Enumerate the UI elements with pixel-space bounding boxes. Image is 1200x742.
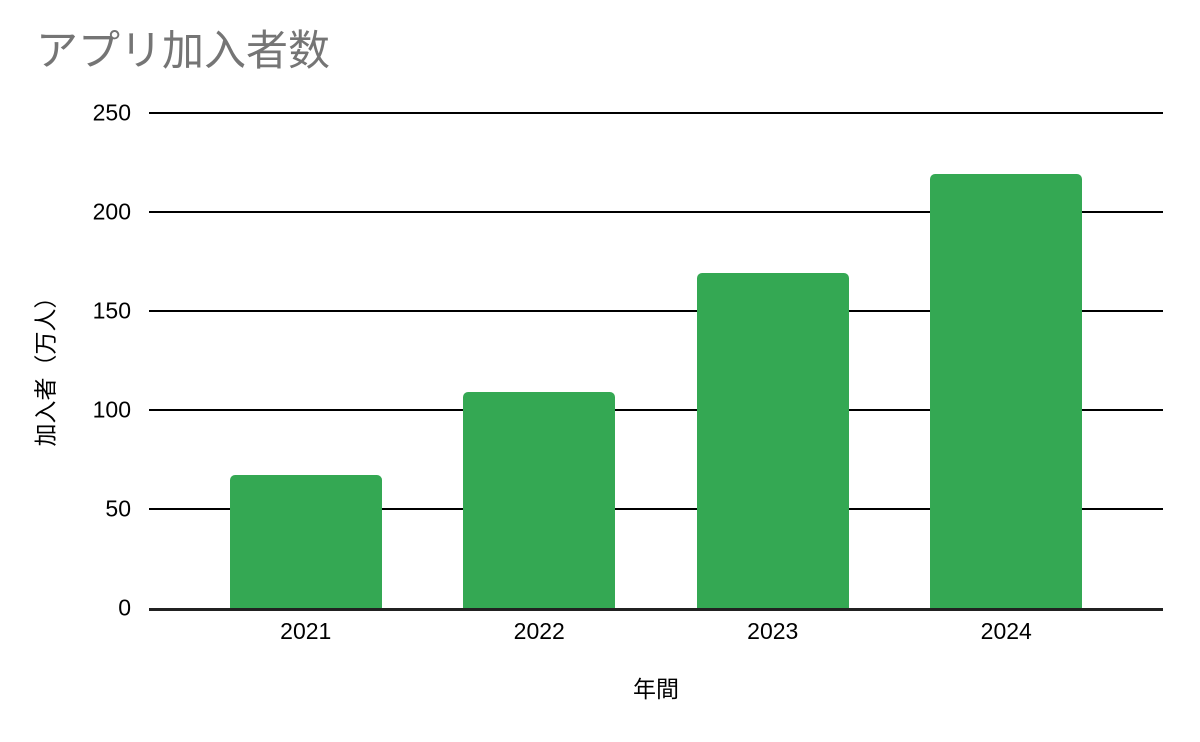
x-tick-label: 2023 [747,618,799,644]
bar-band [423,113,657,608]
bar-band [890,113,1124,608]
gridline [149,508,1163,510]
bars-row [189,113,1123,608]
gridline [149,112,1163,114]
bar-band [656,113,890,608]
x-tick-label: 2024 [980,618,1032,644]
bar-band [189,113,423,608]
bar-2021[interactable] [229,475,382,608]
gridline [149,211,1163,213]
chart-title: アプリ加入者数 [36,27,331,74]
x-tick-label: 2022 [513,618,565,644]
y-tick-label: 50 [105,495,131,522]
y-tick-label: 250 [92,99,131,126]
y-tick-label: 100 [92,396,131,423]
x-tick-label: 2021 [280,618,332,644]
plot-area [149,112,1163,611]
x-axis-tick-labels: 2021 2022 2023 2024 [189,620,1123,643]
y-tick-label: 0 [118,594,131,621]
y-tick-label: 200 [92,198,131,225]
y-tick-label: 150 [92,297,131,324]
bar-2024[interactable] [930,174,1083,608]
bar-2023[interactable] [696,273,849,608]
gridline [149,310,1163,312]
y-axis-tick-labels: 0 50 100 150 200 250 [0,101,131,619]
x-axis-baseline [149,608,1163,611]
bar-2022[interactable] [463,392,616,608]
x-axis-title: 年間 [633,676,679,702]
gridline [149,409,1163,411]
